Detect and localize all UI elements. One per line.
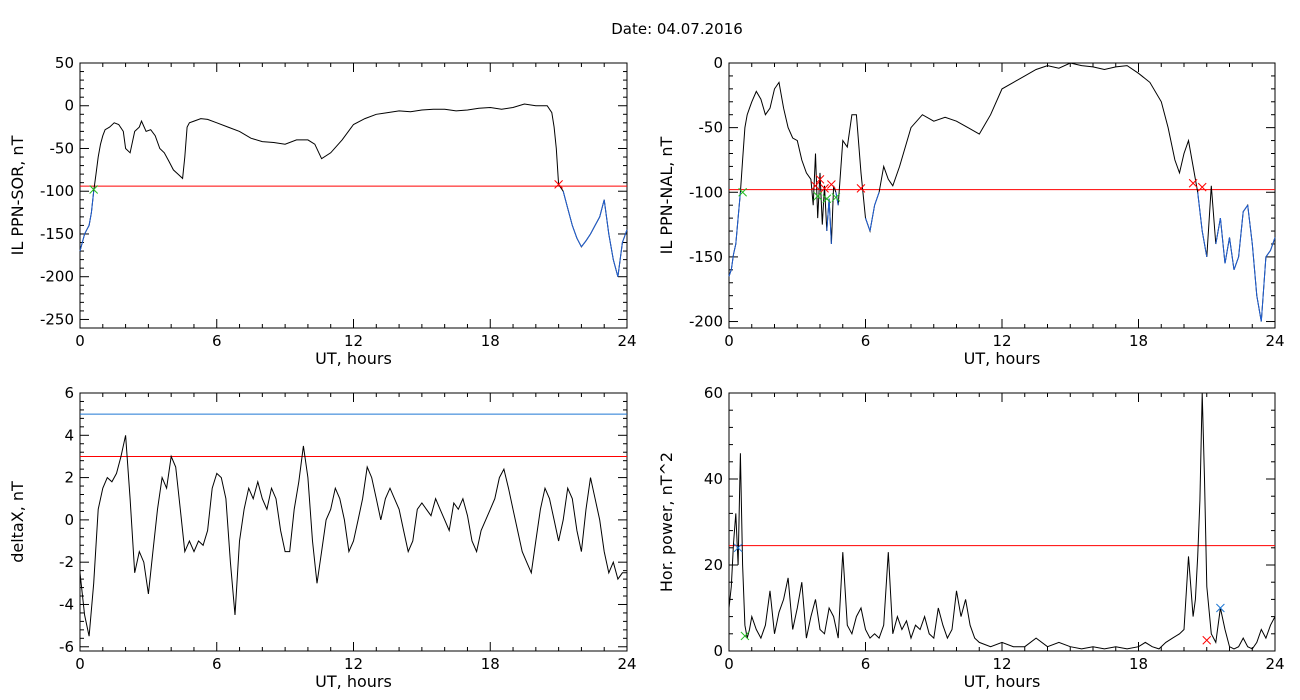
marker-red xyxy=(827,180,836,189)
x-tick-label: 24 xyxy=(617,655,636,673)
marker-red xyxy=(820,184,829,193)
x-tick-label: 6 xyxy=(861,332,871,350)
y-axis-label: Hor. power, nT^2 xyxy=(657,452,676,592)
plot-frame xyxy=(79,392,628,652)
x-tick-label: 12 xyxy=(992,655,1011,673)
figure-title: Date: 04.07.2016 xyxy=(611,20,743,38)
series-line xyxy=(728,392,1276,650)
marker-green xyxy=(831,193,841,202)
marker-blue xyxy=(733,543,743,553)
x-tick-label: 18 xyxy=(481,655,500,673)
x-axis-label: UT, hours xyxy=(315,672,392,691)
series-line xyxy=(79,103,628,277)
series-line-below-threshold xyxy=(79,191,628,277)
marker-red xyxy=(554,180,563,189)
y-tick-label: 6 xyxy=(64,384,74,402)
y-tick-label: -100 xyxy=(689,183,723,201)
y-tick-label: 50 xyxy=(55,54,74,72)
marker-green xyxy=(740,631,750,641)
x-tick-label: 0 xyxy=(724,332,734,350)
marker-red xyxy=(811,181,820,191)
y-tick-label: -4 xyxy=(59,595,74,613)
y-tick-label: 20 xyxy=(704,556,723,574)
series-line xyxy=(79,435,627,637)
x-tick-label: 18 xyxy=(1129,332,1148,350)
series-line xyxy=(728,62,1276,322)
y-tick-label: 2 xyxy=(64,469,74,487)
y-tick-label: -200 xyxy=(689,313,723,331)
x-tick-label: 6 xyxy=(861,655,871,673)
marker-blue xyxy=(1216,603,1225,613)
x-axis-label: UT, hours xyxy=(315,349,392,368)
x-tick-label: 6 xyxy=(212,332,222,350)
x-tick-label: 24 xyxy=(617,332,636,350)
x-tick-label: 24 xyxy=(1265,332,1284,350)
marker-red xyxy=(1197,182,1207,192)
y-tick-label: -50 xyxy=(50,139,75,157)
chart-panel-il-ppn-sor: 0 6 12 18 24 -250 -200 -150 -100 -50 0 50 UT, hours I… xyxy=(8,54,637,368)
x-tick-label: 12 xyxy=(344,655,363,673)
marker-red xyxy=(1202,635,1212,645)
y-tick-label: 40 xyxy=(704,470,723,488)
marker-green xyxy=(813,191,823,201)
marker-green xyxy=(738,187,748,197)
x-tick-label: 18 xyxy=(1129,655,1148,673)
x-tick-label: 18 xyxy=(481,332,500,350)
plot-frame xyxy=(728,62,1276,329)
y-tick-label: -100 xyxy=(40,182,74,200)
marker-red xyxy=(856,184,866,193)
y-tick-label: 60 xyxy=(704,384,723,402)
x-tick-label: 6 xyxy=(212,655,222,673)
series-line-below-threshold xyxy=(728,192,1276,322)
chart-panel-il-ppn-nal: 0 6 12 18 24 -200 -150 -100 -50 0 UT, hours IL PPN-… xyxy=(657,54,1285,368)
x-axis-label: UT, hours xyxy=(964,349,1041,368)
x-tick-label: 24 xyxy=(1265,655,1284,673)
x-axis-label: UT, hours xyxy=(964,672,1041,691)
x-tick-label: 12 xyxy=(344,332,363,350)
y-tick-label: -150 xyxy=(689,248,723,266)
x-tick-label: 0 xyxy=(75,655,85,673)
y-tick-label: -6 xyxy=(59,638,74,656)
y-tick-label: -150 xyxy=(40,225,74,243)
x-tick-label: 12 xyxy=(992,332,1011,350)
x-tick-label: 0 xyxy=(724,655,734,673)
marker-green xyxy=(89,185,99,194)
y-tick-label: -50 xyxy=(699,119,724,137)
y-tick-label: 0 xyxy=(713,642,723,660)
y-tick-label: -2 xyxy=(59,553,74,571)
x-tick-label: 0 xyxy=(75,332,85,350)
marker-green xyxy=(822,194,832,204)
y-axis-label: IL PPN-SOR, nT xyxy=(8,135,27,255)
plot-frame xyxy=(79,62,628,329)
marker-red xyxy=(1188,178,1198,188)
y-tick-label: 0 xyxy=(64,511,74,529)
y-axis-label: IL PPN-NAL, nT xyxy=(657,136,676,254)
y-tick-label: 4 xyxy=(64,426,74,444)
y-tick-label: -250 xyxy=(40,310,74,328)
marker-red xyxy=(815,174,825,184)
y-tick-label: 0 xyxy=(713,54,723,72)
chart-panel-hor-power: 0 6 12 18 24 0 20 40 60 UT, hours Hor. power, nT^2 xyxy=(657,384,1285,691)
y-tick-label: 0 xyxy=(64,97,74,115)
y-tick-label: -200 xyxy=(40,268,74,286)
y-axis-label: deltaX, nT xyxy=(8,481,27,563)
